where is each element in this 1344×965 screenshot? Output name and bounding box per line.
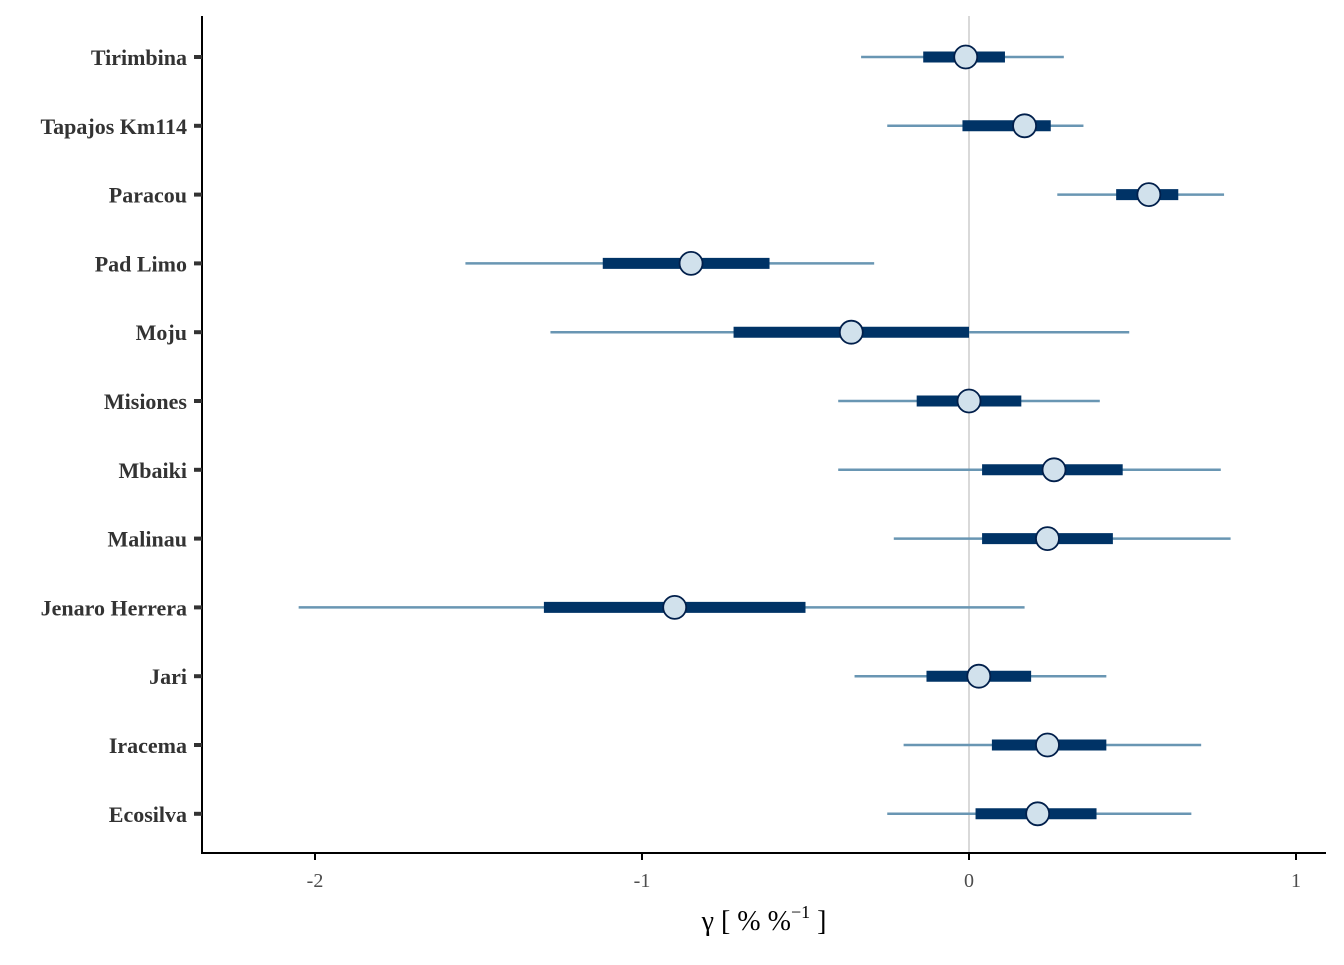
- x-tick-label: -2: [307, 870, 324, 892]
- site-interval-group: [838, 457, 1221, 483]
- median-point: [1025, 801, 1051, 827]
- median-point: [1035, 732, 1060, 758]
- axes: [201, 16, 1326, 854]
- median-point: [966, 663, 992, 689]
- site-label: Misiones: [104, 389, 188, 414]
- intervals: [298, 44, 1231, 827]
- site-interval-group: [854, 663, 1107, 689]
- site-labels: Tirimbina Tapajos Km114 Paracou Pad Limo Moj…: [40, 45, 202, 827]
- median-point: [1012, 113, 1037, 139]
- site-interval-group: [903, 732, 1202, 758]
- x-tick-label: 0: [964, 870, 974, 892]
- median-point: [662, 595, 688, 620]
- site-label: Iracema: [109, 733, 187, 758]
- median-point: [953, 44, 979, 70]
- median-point: [1035, 526, 1060, 551]
- site-label: Mbaiki: [119, 458, 187, 483]
- median-point: [1136, 182, 1162, 208]
- site-label: Pad Limo: [95, 251, 187, 276]
- x-axis-title: γ [ % %−1 ]: [701, 902, 827, 937]
- site-label: Jenaro Herrera: [41, 595, 187, 620]
- site-interval-group: [887, 113, 1084, 139]
- x-axis-title-prefix: [ % %: [714, 906, 791, 937]
- median-point: [678, 250, 704, 276]
- site-label: Jari: [149, 664, 187, 689]
- x-axis-title-superscript: −1: [791, 902, 810, 922]
- site-interval-group: [1057, 182, 1225, 208]
- x-tick-label: 1: [1291, 870, 1301, 892]
- site-interval-group: [550, 319, 1130, 345]
- site-label: Malinau: [108, 527, 187, 552]
- site-interval-group: [838, 388, 1100, 414]
- x-axis-title-suffix: ]: [810, 906, 826, 937]
- site-interval-group: [298, 595, 1025, 620]
- site-interval-group: [893, 526, 1231, 551]
- x-ticks: -2 -1 0 1: [307, 853, 1301, 892]
- site-label: Tapajos Km114: [40, 114, 187, 139]
- x-axis-title-symbol: γ: [701, 906, 714, 937]
- site-interval-group: [861, 44, 1064, 70]
- median-point: [838, 319, 864, 345]
- site-label: Tirimbina: [91, 45, 187, 70]
- site-interval-group: [465, 250, 875, 276]
- median-point: [956, 388, 982, 414]
- site-label: Paracou: [109, 183, 187, 208]
- site-label: Moju: [136, 320, 187, 345]
- site-interval-group: [887, 801, 1192, 827]
- site-label: Ecosilva: [109, 802, 187, 827]
- median-point: [1041, 457, 1067, 483]
- x-tick-label: -1: [634, 870, 651, 892]
